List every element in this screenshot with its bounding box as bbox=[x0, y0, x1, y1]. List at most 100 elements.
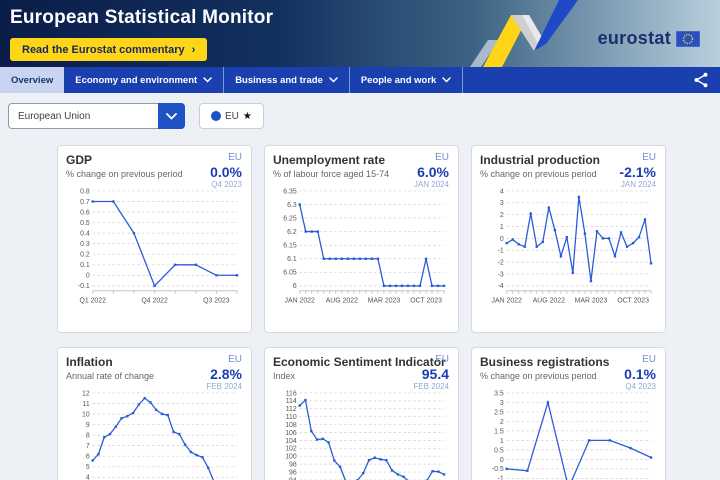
svg-text:6.1: 6.1 bbox=[287, 256, 297, 263]
geo-label: EU bbox=[228, 354, 242, 365]
card-title: Business registrations bbox=[480, 355, 610, 369]
tab-economy-and-environment[interactable]: Economy and environment bbox=[64, 67, 225, 93]
svg-text:0.6: 0.6 bbox=[80, 209, 90, 216]
svg-text:0.1: 0.1 bbox=[80, 262, 90, 269]
svg-text:1.5: 1.5 bbox=[494, 428, 504, 435]
svg-text:0: 0 bbox=[86, 273, 90, 280]
svg-text:0: 0 bbox=[500, 457, 504, 464]
nav-tabs: Overview Economy and environment Business … bbox=[0, 67, 464, 93]
card-title: GDP bbox=[66, 153, 93, 167]
commentary-button-label: Read the Eurostat commentary bbox=[22, 43, 185, 56]
tab-label: People and work bbox=[360, 74, 437, 86]
tab-people-and-work[interactable]: People and work bbox=[350, 67, 464, 93]
svg-text:OCT 2023: OCT 2023 bbox=[410, 298, 442, 305]
geo-label: EU bbox=[228, 152, 242, 163]
geo-label: EU bbox=[642, 152, 656, 163]
svg-text:Q3 2023: Q3 2023 bbox=[203, 298, 230, 305]
eurostat-logo-text: eurostat bbox=[597, 28, 671, 48]
svg-text:MAR 2023: MAR 2023 bbox=[575, 298, 608, 305]
headline-value-block: EU 95.4 FEB 2024 bbox=[413, 354, 449, 391]
headline-date: Q4 2023 bbox=[625, 381, 656, 391]
card-subtitle: % change on previous period bbox=[480, 169, 597, 179]
svg-text:0.4: 0.4 bbox=[80, 231, 90, 238]
svg-text:4: 4 bbox=[500, 188, 504, 195]
industrial-production-chart: 4 3 2 1 0 -1 -2 -3 -4 JAN 2022 AUG 2022 MAR 2023 OCT… bbox=[492, 188, 653, 305]
chevron-down-icon bbox=[442, 77, 452, 83]
svg-text:112: 112 bbox=[286, 406, 297, 413]
eu-flag-icon bbox=[676, 30, 700, 47]
headline-value-block: EU 0.1% Q4 2023 bbox=[624, 354, 656, 391]
headline-value-block: EU 0.0% Q4 2023 bbox=[210, 152, 242, 189]
card-unemployment: Unemployment rate % of labour force aged … bbox=[264, 145, 459, 333]
svg-text:0: 0 bbox=[500, 236, 504, 243]
eu-legend-toggle[interactable]: EU ★ bbox=[199, 103, 264, 129]
svg-text:Q4 2022: Q4 2022 bbox=[141, 298, 168, 305]
svg-text:-4: -4 bbox=[498, 283, 504, 290]
svg-text:1: 1 bbox=[500, 438, 504, 445]
svg-text:110: 110 bbox=[286, 414, 297, 421]
svg-text:12: 12 bbox=[82, 390, 90, 397]
svg-text:-1: -1 bbox=[498, 248, 504, 255]
tab-label: Business and trade bbox=[235, 74, 323, 86]
svg-text:94: 94 bbox=[289, 477, 297, 480]
svg-text:6.2: 6.2 bbox=[287, 229, 297, 236]
headline-value-block: EU 2.8% FEB 2024 bbox=[206, 354, 242, 391]
tab-overview[interactable]: Overview bbox=[0, 67, 65, 93]
economic-sentiment-chart: 11611411211010810610410210098969492JAN 2… bbox=[285, 390, 446, 480]
geo-label: EU bbox=[435, 354, 449, 365]
svg-text:0.5: 0.5 bbox=[494, 447, 504, 454]
headline-value: 0.0% bbox=[210, 163, 242, 180]
svg-text:JAN 2022: JAN 2022 bbox=[492, 298, 522, 305]
unemployment-chart-area[interactable]: 6.35 6.3 6.25 6.2 6.15 6.1 6.05 6 JAN 2022 AUG 20… bbox=[273, 185, 450, 313]
svg-text:102: 102 bbox=[285, 446, 297, 453]
svg-text:106: 106 bbox=[285, 430, 297, 437]
card-subtitle: % change on previous period bbox=[66, 169, 183, 179]
tab-business-and-trade[interactable]: Business and trade bbox=[224, 67, 350, 93]
headline-value-block: EU 6.0% JAN 2024 bbox=[414, 152, 449, 189]
headline-date: FEB 2024 bbox=[413, 381, 449, 391]
svg-text:-2: -2 bbox=[498, 259, 504, 266]
svg-text:6: 6 bbox=[293, 283, 297, 290]
svg-text:6.15: 6.15 bbox=[283, 243, 297, 250]
page-title: European Statistical Monitor bbox=[10, 7, 274, 28]
svg-text:0.8: 0.8 bbox=[80, 188, 90, 195]
share-icon[interactable] bbox=[692, 71, 710, 89]
headline-value: 6.0% bbox=[417, 163, 449, 180]
industrial-production-chart-area[interactable]: 4 3 2 1 0 -1 -2 -3 -4 JAN 2022 AUG 2022 MAR 2023 OCT… bbox=[480, 185, 657, 313]
chevron-down-icon bbox=[203, 77, 212, 83]
headline-date: JAN 2024 bbox=[413, 179, 449, 189]
indicator-cards-grid: GDP% change on previous period EU 0.0% Q4 2… bbox=[57, 145, 720, 480]
headline-value: 0.1% bbox=[624, 365, 656, 382]
unemployment-chart: 6.35 6.3 6.25 6.2 6.15 6.1 6.05 6 JAN 2022 AUG 20… bbox=[283, 188, 446, 305]
svg-text:9: 9 bbox=[86, 422, 90, 429]
svg-text:2.5: 2.5 bbox=[494, 409, 504, 416]
page-header: European Statistical Monitor Read the Eu… bbox=[0, 0, 720, 67]
svg-text:2: 2 bbox=[500, 419, 504, 426]
chevron-down-icon bbox=[158, 103, 185, 129]
headline-value-block: EU -2.1% JAN 2024 bbox=[619, 152, 656, 189]
svg-text:-0.1: -0.1 bbox=[78, 283, 90, 290]
svg-text:6.25: 6.25 bbox=[283, 215, 297, 222]
card-business-registrations: Business registrations % change on previo… bbox=[471, 347, 666, 480]
svg-text:0.3: 0.3 bbox=[80, 241, 90, 248]
card-industrial-production: Industrial production % change on previou… bbox=[471, 145, 666, 333]
economic-sentiment-chart-area[interactable]: 11611411211010810610410210098969492JAN 2… bbox=[273, 387, 450, 480]
commentary-button[interactable]: Read the Eurostat commentary › bbox=[10, 38, 208, 61]
gdp-chart-area[interactable]: 0.8 0.7 0.6 0.5 0.4 0.3 0.2 0.1 0 -0.1 Q1 2022 Q4 2… bbox=[66, 185, 243, 313]
svg-text:MAR 2023: MAR 2023 bbox=[368, 298, 401, 305]
svg-text:96: 96 bbox=[289, 469, 297, 476]
svg-text:7: 7 bbox=[86, 443, 90, 450]
svg-text:3: 3 bbox=[500, 400, 504, 407]
svg-text:-1: -1 bbox=[498, 476, 504, 480]
headline-date: Q4 2023 bbox=[211, 179, 242, 189]
svg-text:0.7: 0.7 bbox=[80, 199, 90, 206]
card-title: Inflation bbox=[66, 355, 113, 369]
headline-date: JAN 2024 bbox=[620, 179, 656, 189]
gdp-chart: 0.8 0.7 0.6 0.5 0.4 0.3 0.2 0.1 0 -0.1 Q1 2022 Q4 2… bbox=[78, 188, 239, 305]
region-select[interactable]: European Union bbox=[8, 103, 185, 129]
svg-text:1: 1 bbox=[500, 224, 504, 231]
star-icon: ★ bbox=[242, 110, 252, 122]
